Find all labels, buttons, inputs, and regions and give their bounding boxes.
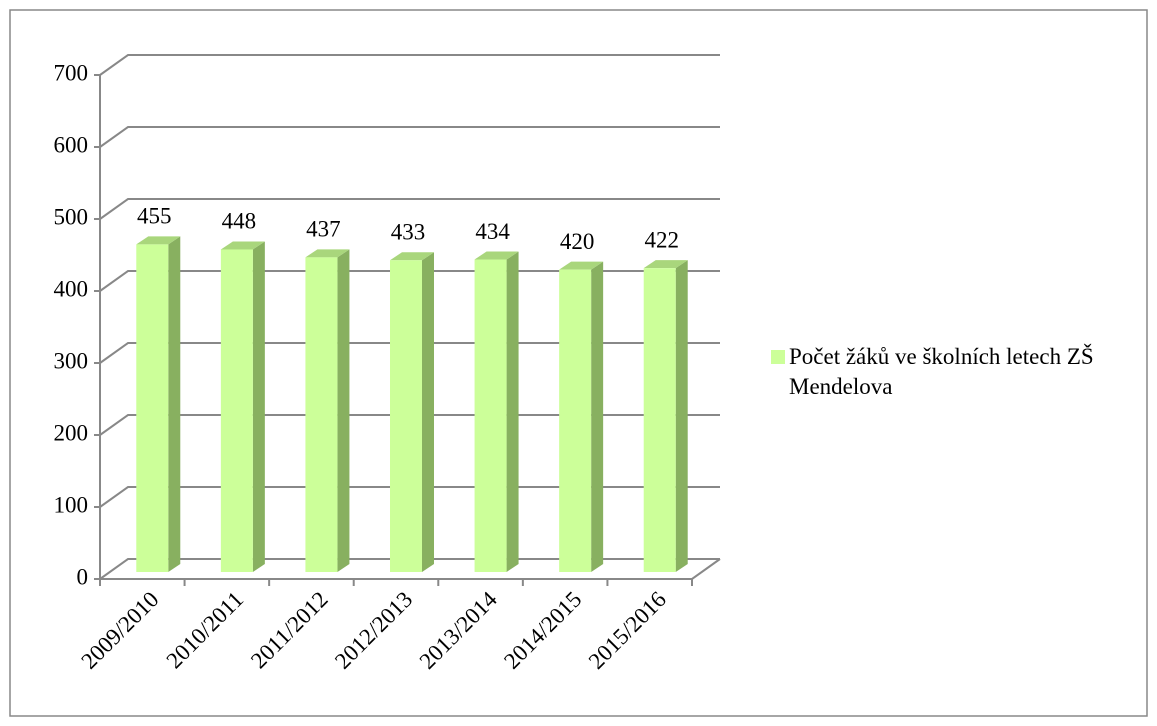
y-tick-label: 500 [54, 204, 89, 229]
bar-top [220, 241, 265, 250]
bar-top [136, 236, 181, 245]
bar [643, 268, 676, 572]
bar [474, 259, 507, 572]
bar [220, 249, 253, 572]
bar-side [422, 252, 434, 573]
grid-line [99, 414, 720, 436]
y-tick-label: 700 [54, 60, 89, 85]
y-tick-label: 100 [54, 492, 89, 517]
grid-line [99, 54, 720, 76]
bar [136, 244, 169, 572]
data-label: 433 [391, 220, 426, 245]
data-label: 437 [306, 217, 341, 242]
y-tick-label: 600 [54, 132, 89, 157]
grid-line [99, 198, 720, 220]
grid-line [99, 342, 720, 364]
bar-side [252, 241, 265, 572]
grid-line [99, 270, 720, 292]
data-label: 434 [475, 219, 510, 244]
legend-swatch [771, 350, 785, 364]
data-label: 422 [644, 227, 679, 252]
bar-side [591, 261, 604, 572]
bar-side [337, 249, 350, 573]
legend-label: Počet žáků ve školních letech ZŠ Mendelo… [789, 344, 1094, 399]
grid-line [99, 486, 720, 508]
legend: Počet žáků ve školních letech ZŠ Mendelo… [771, 342, 1151, 402]
bar [390, 260, 422, 572]
bar-side [168, 236, 181, 572]
y-tick-label: 300 [54, 348, 89, 373]
data-label: 455 [137, 204, 172, 229]
grid-line [99, 558, 720, 580]
bar-top [559, 261, 604, 270]
bar-side [675, 260, 688, 572]
data-label: 420 [560, 229, 595, 254]
bar-top [390, 252, 434, 261]
y-tick-label: 400 [54, 276, 89, 301]
bar-side [506, 251, 519, 572]
bar-top [474, 251, 519, 260]
grid-line [99, 126, 720, 148]
data-label: 448 [222, 209, 257, 234]
bar [305, 257, 338, 572]
bar-top [643, 260, 688, 269]
y-tick-label: 200 [54, 420, 89, 445]
bar [559, 269, 592, 572]
bar-top [305, 249, 350, 258]
y-tick-label: 0 [77, 564, 89, 589]
